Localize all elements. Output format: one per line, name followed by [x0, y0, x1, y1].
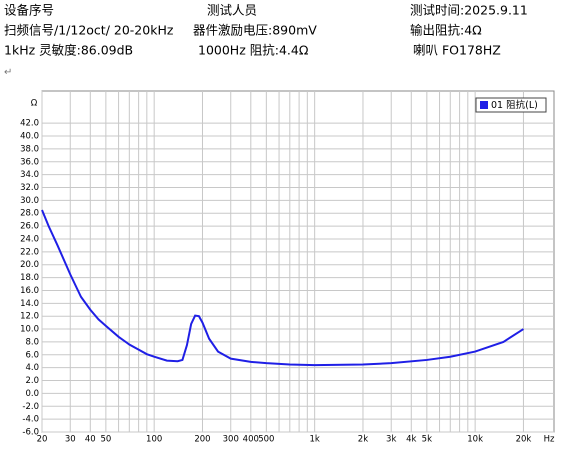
x-unit: Hz [544, 435, 555, 445]
legend-swatch [480, 101, 488, 109]
y-tick-label: -2.0 [22, 402, 39, 412]
y-tick-label: 28.0 [20, 209, 39, 219]
y-tick-label: 22.0 [20, 247, 39, 257]
x-tick-label: 500 [258, 435, 274, 445]
header-text: 测试人员 [207, 3, 257, 18]
x-tick-label: 20 [37, 435, 48, 445]
header-text: 设备序号 [4, 3, 54, 18]
impedance-curve [41, 209, 524, 367]
x-tick-label: 200 [194, 435, 210, 445]
y-tick-label: 42.0 [20, 119, 39, 129]
y-tick-label: 18.0 [20, 273, 39, 283]
y-tick-label: 20.0 [20, 260, 39, 270]
x-tick-label: 1k [309, 435, 319, 445]
x-tick-label: 10k [467, 435, 483, 445]
x-tick-label: 50 [100, 435, 111, 445]
y-tick-label: 12.0 [20, 312, 39, 322]
x-tick-label: 100 [146, 435, 162, 445]
y-tick-label: -6.0 [22, 428, 39, 438]
y-tick-label: 14.0 [20, 299, 39, 309]
header-text: 输出阻抗:4Ω [410, 23, 482, 38]
y-tick-label: 26.0 [20, 222, 39, 232]
y-tick-label: 2.0 [25, 376, 39, 386]
header-text: 1kHz 灵敏度:86.09dB [4, 43, 133, 58]
x-tick-label: 5k [422, 435, 432, 445]
y-tick-label: 4.0 [25, 363, 39, 373]
x-tick-label: 20k [516, 435, 532, 445]
y-unit: Ω [31, 99, 38, 109]
y-tick-label: 34.0 [20, 170, 39, 180]
return-marker: ↵ [4, 67, 12, 78]
legend-box [475, 97, 547, 113]
y-tick-label: -4.0 [22, 415, 39, 425]
y-tick-label: 8.0 [25, 337, 39, 347]
x-tick-label: 4k [406, 435, 416, 445]
y-tick-label: 0.0 [25, 389, 39, 399]
y-tick-label: 36.0 [20, 157, 39, 167]
x-tick-label: 40 [85, 435, 96, 445]
y-tick-label: 30.0 [20, 196, 39, 206]
x-tick-label: 3k [386, 435, 396, 445]
header-text: 1000Hz 阻抗:4.4Ω [198, 43, 309, 58]
y-tick-label: 40.0 [20, 132, 39, 142]
header-text: 测试时间:2025.9.11 [410, 3, 528, 18]
x-tick-label: 30 [65, 435, 76, 445]
header-text: 器件激励电压:890mV [193, 23, 317, 38]
x-tick-label: 2k [358, 435, 368, 445]
x-tick-label: 300 [223, 435, 239, 445]
y-tick-label: 6.0 [25, 350, 39, 360]
y-tick-label: 24.0 [20, 234, 39, 244]
legend-label: 01 阻抗(L) [491, 99, 538, 111]
x-tick-label: 400 [243, 435, 259, 445]
y-tick-label: 38.0 [20, 144, 39, 154]
y-tick-label: 16.0 [20, 286, 39, 296]
header-text: 喇叭 FO178HZ [413, 43, 501, 58]
y-tick-label: 10.0 [20, 325, 39, 335]
y-tick-label: 32.0 [20, 183, 39, 193]
header-text: 扫频信号/1/12oct/ 20-20kHz [4, 23, 174, 38]
plot-area [41, 90, 555, 433]
